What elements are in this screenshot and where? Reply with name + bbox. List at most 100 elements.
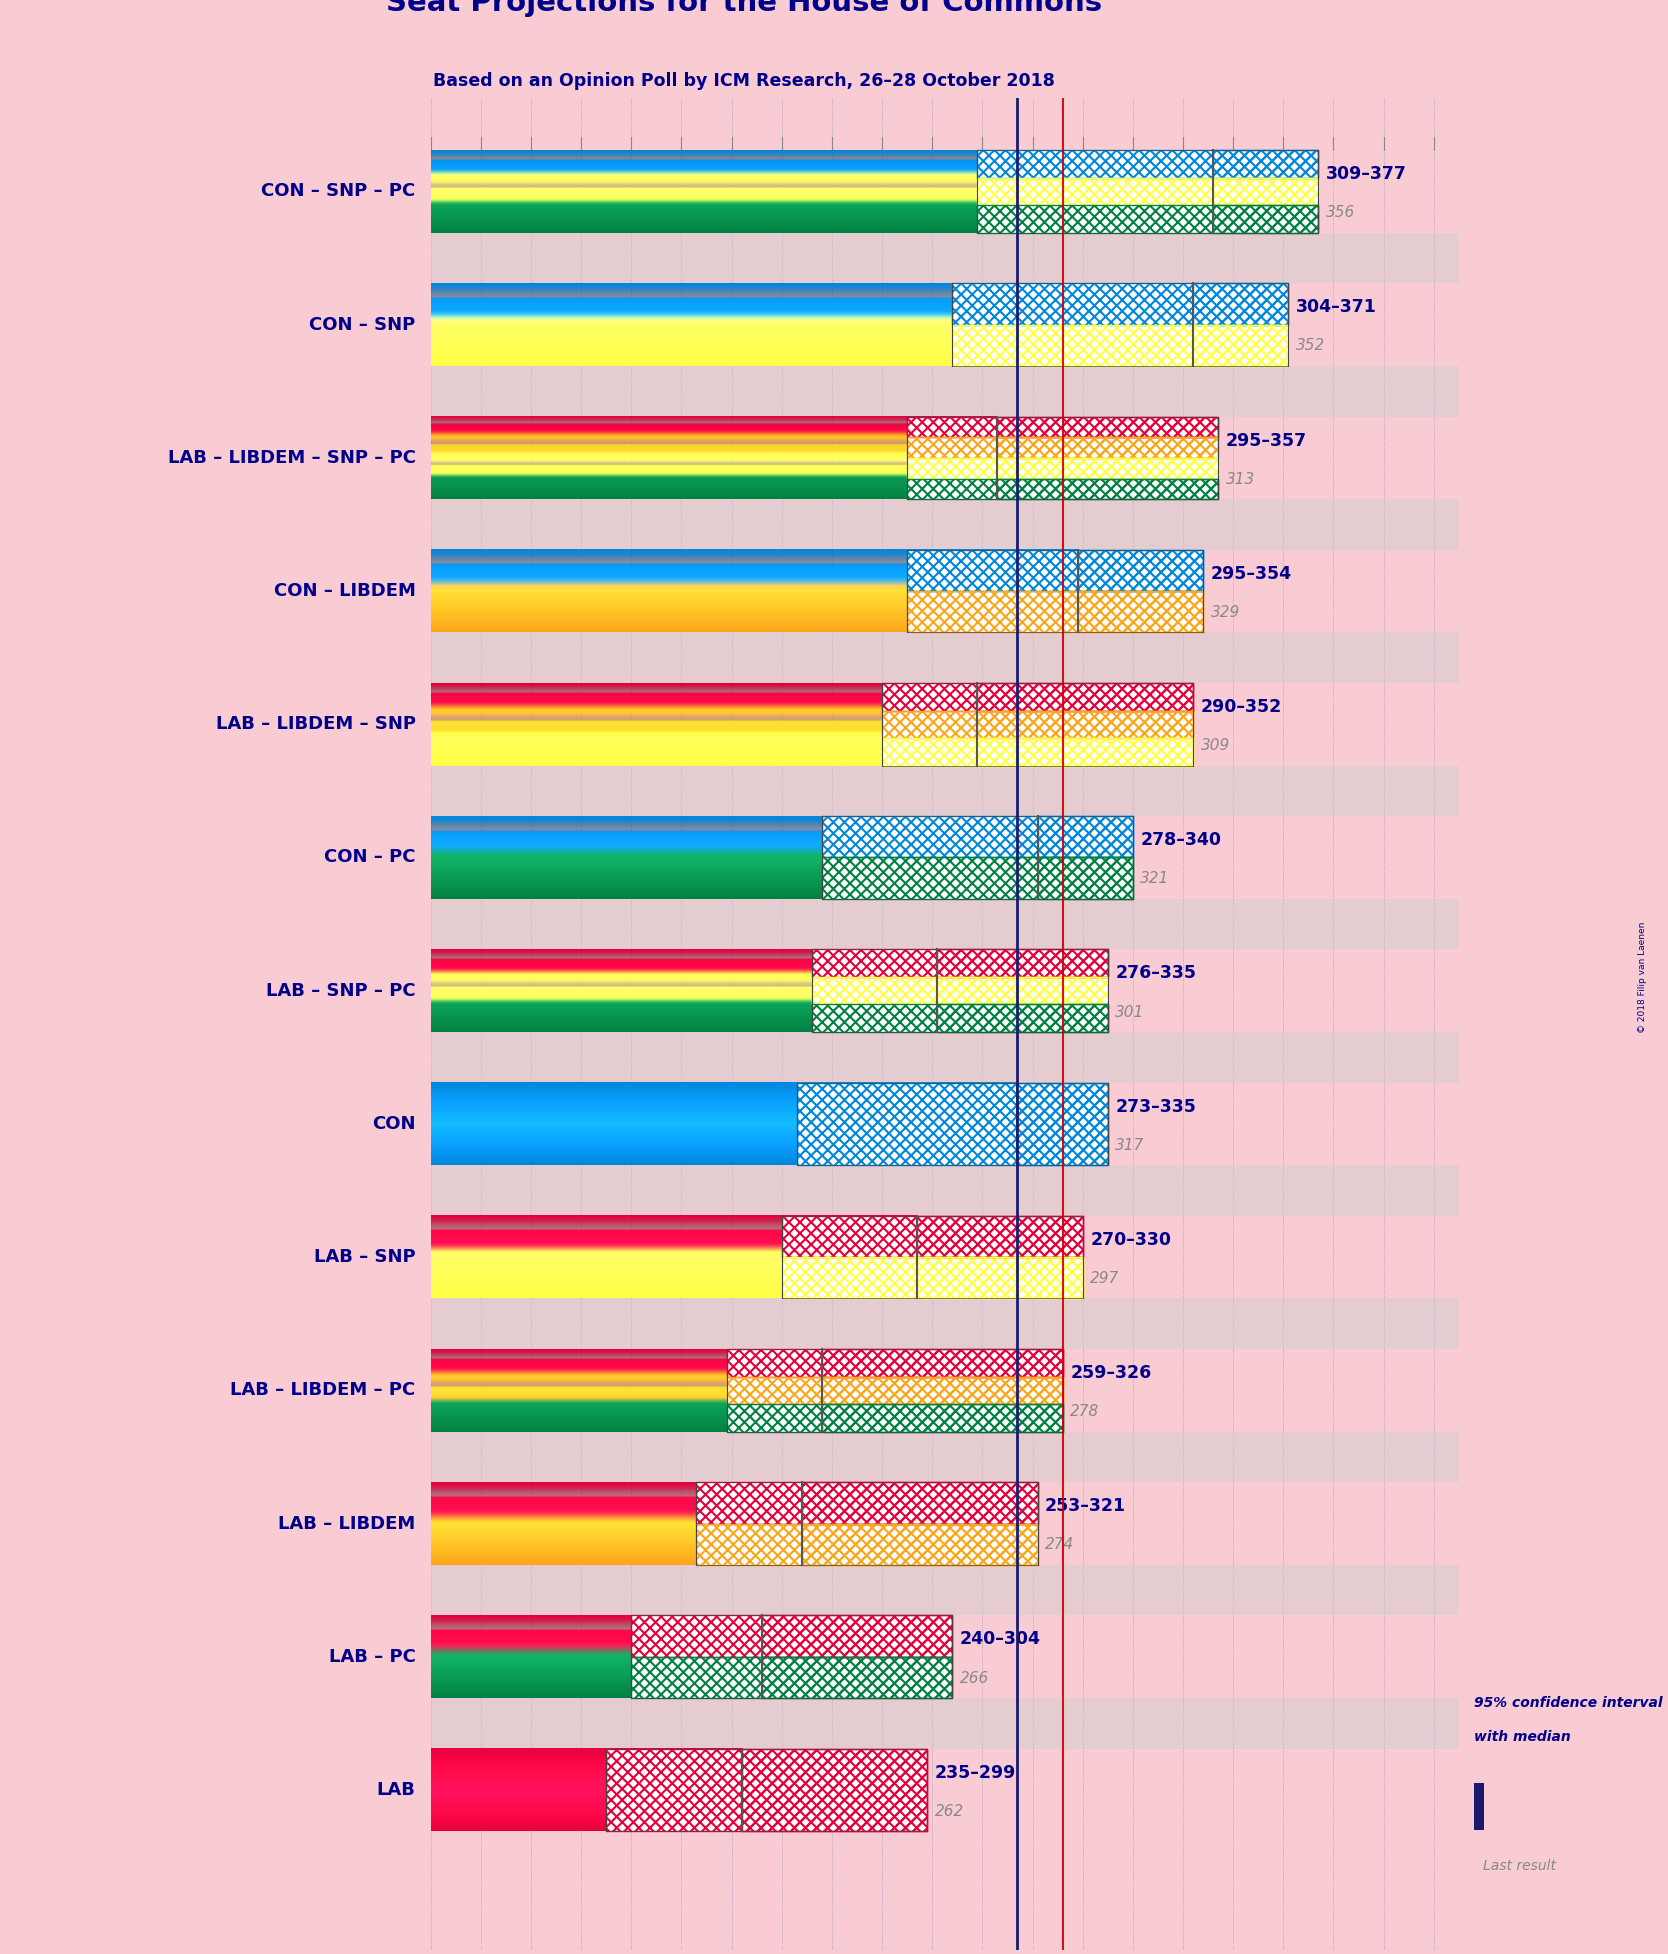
Bar — [802, 1524, 1037, 1565]
Bar — [727, 1348, 1063, 1376]
Text: 317: 317 — [1116, 1137, 1144, 1153]
Bar — [1037, 817, 1133, 858]
Text: 329: 329 — [1211, 606, 1239, 619]
Bar — [917, 1215, 1083, 1256]
Bar — [977, 739, 1193, 766]
Text: 262: 262 — [934, 1804, 964, 1819]
Text: 290–352: 290–352 — [1201, 698, 1281, 715]
Bar — [882, 711, 1193, 739]
Bar — [430, 365, 1460, 416]
Bar — [812, 977, 1108, 1004]
Bar — [1213, 178, 1318, 205]
Text: 95% confidence interval: 95% confidence interval — [1475, 1696, 1663, 1710]
Text: LAB – SNP – PC: LAB – SNP – PC — [265, 981, 415, 1000]
Text: 253–321: 253–321 — [1046, 1497, 1126, 1514]
Text: 266: 266 — [959, 1671, 989, 1686]
Bar — [782, 1215, 1083, 1256]
Bar — [430, 498, 1460, 549]
Bar — [430, 633, 1460, 684]
Bar — [952, 283, 1288, 324]
Text: LAB – SNP: LAB – SNP — [314, 1249, 415, 1266]
Bar — [977, 684, 1193, 711]
Text: 295–354: 295–354 — [1211, 565, 1291, 582]
Bar — [1213, 150, 1318, 178]
Text: 301: 301 — [1116, 1004, 1144, 1020]
Bar — [697, 1524, 1037, 1565]
Bar — [631, 1657, 952, 1698]
Bar — [882, 684, 1193, 711]
Bar — [697, 1483, 1037, 1524]
Bar — [952, 283, 1288, 324]
Text: 352: 352 — [1296, 338, 1324, 354]
Text: 270–330: 270–330 — [1091, 1231, 1171, 1249]
Bar — [1037, 858, 1133, 899]
Text: LAB – PC: LAB – PC — [329, 1647, 415, 1665]
Bar — [797, 1083, 1108, 1165]
Bar — [812, 1004, 1108, 1032]
Bar — [430, 233, 1460, 283]
Bar — [631, 1657, 952, 1698]
Bar — [907, 479, 1218, 498]
Bar — [907, 457, 1218, 479]
Bar — [907, 416, 1218, 438]
Bar — [782, 1256, 1083, 1297]
Bar — [907, 549, 1203, 590]
Bar — [822, 817, 1133, 858]
Bar — [430, 1432, 1460, 1483]
Bar — [430, 1165, 1460, 1215]
Bar — [430, 1032, 1460, 1083]
Bar — [907, 479, 1218, 498]
Bar — [977, 178, 1318, 205]
Bar — [997, 457, 1218, 479]
Text: 278–340: 278–340 — [1141, 830, 1221, 850]
Text: 356: 356 — [1326, 205, 1354, 221]
Bar — [631, 1616, 952, 1657]
Bar — [907, 549, 1203, 590]
Bar — [907, 416, 1218, 438]
Bar — [605, 1749, 927, 1831]
Text: Based on an Opinion Poll by ICM Research, 26–28 October 2018: Based on an Opinion Poll by ICM Research… — [434, 72, 1054, 90]
Text: 259–326: 259–326 — [1071, 1364, 1151, 1381]
Text: 309: 309 — [1201, 739, 1229, 752]
Bar — [822, 858, 1133, 899]
Bar — [797, 1083, 1108, 1165]
Text: LAB – LIBDEM – SNP – PC: LAB – LIBDEM – SNP – PC — [167, 449, 415, 467]
Bar — [812, 950, 1108, 977]
Bar — [1017, 1083, 1108, 1165]
Bar — [882, 739, 1193, 766]
Bar — [812, 950, 1108, 977]
Bar — [782, 1215, 1083, 1256]
Bar — [997, 438, 1218, 457]
Bar — [812, 1004, 1108, 1032]
Bar — [997, 416, 1218, 438]
Bar — [937, 977, 1108, 1004]
Text: LAB: LAB — [377, 1780, 415, 1800]
Text: 276–335: 276–335 — [1116, 965, 1196, 983]
Text: Seat Projections for the House of Commons: Seat Projections for the House of Common… — [385, 0, 1103, 18]
Bar — [937, 1004, 1108, 1032]
Bar — [1523, 1784, 1565, 1831]
Text: 274: 274 — [1046, 1538, 1074, 1551]
Bar — [1078, 549, 1203, 590]
Text: CON – PC: CON – PC — [324, 848, 415, 866]
Bar — [727, 1348, 1063, 1376]
Bar — [907, 438, 1218, 457]
Bar — [430, 899, 1460, 950]
Bar — [937, 950, 1108, 977]
Bar — [1475, 1784, 1523, 1831]
Bar — [917, 1256, 1083, 1297]
Text: 309–377: 309–377 — [1326, 166, 1406, 184]
Bar — [977, 150, 1318, 178]
Bar — [762, 1657, 952, 1698]
Bar — [822, 1405, 1063, 1432]
Text: 304–371: 304–371 — [1296, 299, 1376, 317]
Bar — [822, 858, 1133, 899]
Bar — [430, 766, 1460, 817]
Bar — [697, 1524, 1037, 1565]
Bar — [882, 684, 1193, 711]
Bar — [1078, 590, 1203, 633]
Bar — [952, 324, 1288, 365]
Bar — [1523, 1784, 1565, 1831]
Bar — [697, 1483, 1037, 1524]
Bar — [727, 1376, 1063, 1405]
